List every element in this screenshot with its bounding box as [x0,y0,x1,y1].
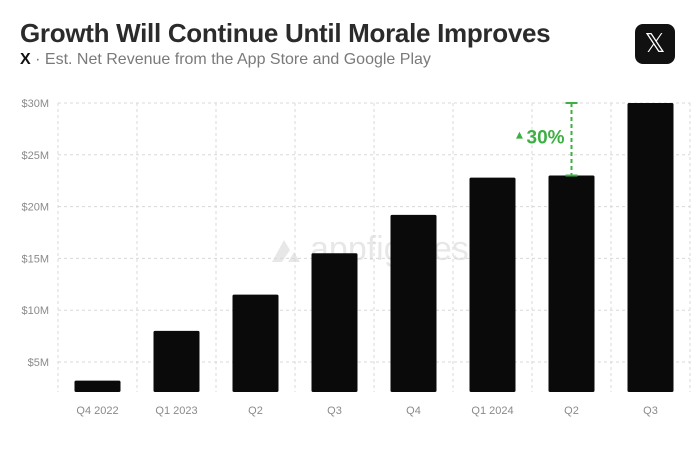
bar [311,253,358,392]
x-tick-label: Q2 [564,405,579,417]
x-tick-label: Q1 2023 [155,405,197,417]
y-tick-label: $15M [21,253,49,265]
x-tick-label: Q4 2022 [76,405,118,417]
y-tick-label: $25M [21,150,49,162]
bar [153,330,200,392]
y-tick-label: $30M [21,98,49,110]
y-tick-label: $5M [28,357,49,369]
appfigures-logo-icon [272,239,300,262]
x-logo-icon: 𝕏 [635,24,675,64]
growth-annotation-label: 30% [527,127,565,148]
x-tick-label: Q1 2024 [471,405,513,417]
growth-arrow-icon: ▲ [516,130,523,140]
bar [469,177,516,392]
bar [232,294,279,392]
subtitle-brand: X [20,51,31,68]
bar [548,175,595,392]
x-tick-label: Q3 [327,405,342,417]
x-logo-glyph: 𝕏 [644,29,666,59]
y-tick-label: $10M [21,305,49,317]
x-tick-label: Q3 [643,405,658,417]
bar [390,214,437,392]
chart-title: Growth Will Continue Until Morale Improv… [20,18,551,48]
bar [74,380,121,392]
x-tick-label: Q2 [248,405,263,417]
bar [627,103,674,392]
y-tick-label: $20M [21,202,49,214]
x-tick-label: Q4 [406,405,421,417]
subtitle-text: · Est. Net Revenue from the App Store an… [35,51,431,68]
chart-subtitle: X · Est. Net Revenue from the App Store … [20,51,431,69]
